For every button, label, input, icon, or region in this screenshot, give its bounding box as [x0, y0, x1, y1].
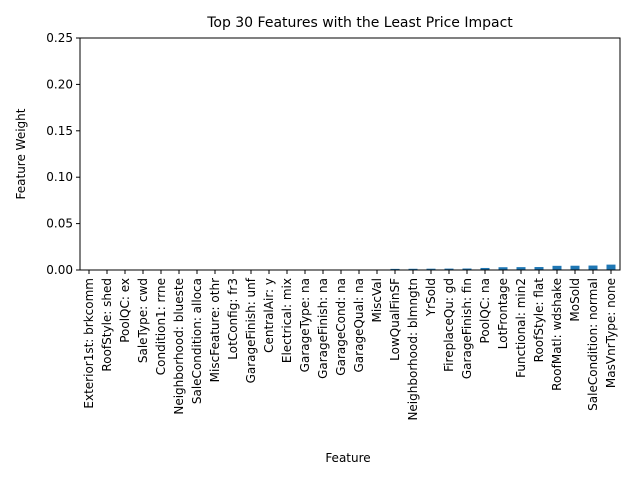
y-axis-label: Feature Weight [14, 108, 28, 199]
x-tick-label: PoolQC: ex [118, 278, 132, 343]
x-tick-label: Exterior1st: brkcomm [82, 278, 96, 409]
y-tick-label: 0.15 [46, 124, 73, 138]
y-axis: 0.00 0.05 0.10 0.15 0.20 0.25 [46, 31, 80, 277]
x-tick-label: GarageFinish: unf [244, 277, 258, 383]
x-tick-label: RoofMatl: wdshake [550, 278, 564, 391]
x-tick-label: MasVnrType: none [604, 278, 618, 388]
bar [516, 267, 526, 270]
x-tick-label: FireplaceQu: gd [442, 278, 456, 372]
x-tick-label: PoolQC: na [478, 278, 492, 343]
x-tick-label: GarageFinish: fin [460, 278, 474, 379]
x-tick-label: LowQualFinSF [388, 278, 402, 361]
x-tick-label: YrSold [424, 278, 438, 317]
x-tick-label: MiscVal [370, 278, 384, 323]
x-tick-label: GarageType: na [298, 278, 312, 372]
x-tick-label: GarageQual: na [352, 278, 366, 373]
bar [534, 267, 544, 270]
x-tick-label: RoofStyle: shed [100, 278, 114, 372]
plot-frame [79, 37, 621, 271]
x-tick-label: Functional: min2 [514, 278, 528, 378]
x-tick-label: RoofStyle: flat [532, 278, 546, 363]
y-tick-label: 0.20 [46, 77, 73, 91]
x-tick-label: Electrical: mix [280, 278, 294, 363]
x-tick-label: SaleCondition: normal [586, 278, 600, 411]
x-tick-label: Condition1: rrne [154, 278, 168, 375]
bars-group [84, 264, 616, 270]
x-tick-label: GarageFinish: na [316, 278, 330, 379]
x-tick-label: GarageCond: na [334, 278, 348, 376]
x-tick-label: SaleCondition: alloca [190, 278, 204, 404]
bar [570, 265, 580, 270]
chart-title: Top 30 Features with the Least Price Imp… [206, 15, 513, 31]
y-tick-label: 0.05 [46, 217, 73, 231]
x-tick-label: Neighborhood: blmngtn [406, 278, 420, 421]
bar [408, 268, 418, 270]
x-axis-label: Feature [325, 451, 370, 465]
bar [444, 268, 454, 270]
bar [552, 265, 562, 270]
bar [390, 268, 400, 270]
x-tick-label: CentralAir: y [262, 278, 276, 353]
x-tick-label: MiscFeature: othr [208, 278, 222, 382]
y-tick-label: 0.25 [46, 31, 73, 45]
x-tick-label: LotFrontage [496, 278, 510, 349]
x-tick-label: LotConfig: fr3 [226, 278, 240, 360]
bar [588, 265, 598, 270]
y-tick-label: 0.10 [46, 170, 73, 184]
bar [480, 267, 490, 270]
x-tick-label: MoSold [568, 278, 582, 322]
y-tick-label: 0.00 [46, 263, 73, 277]
x-tick-label: Neighborhood: blueste [172, 278, 186, 415]
x-axis: Exterior1st: brkcomm RoofStyle: shed PoolQ… [82, 270, 618, 421]
x-tick-label: SaleType: cwd [136, 278, 150, 363]
bar [498, 267, 508, 270]
bar [462, 268, 472, 270]
bar [606, 264, 616, 270]
bar [426, 268, 436, 270]
